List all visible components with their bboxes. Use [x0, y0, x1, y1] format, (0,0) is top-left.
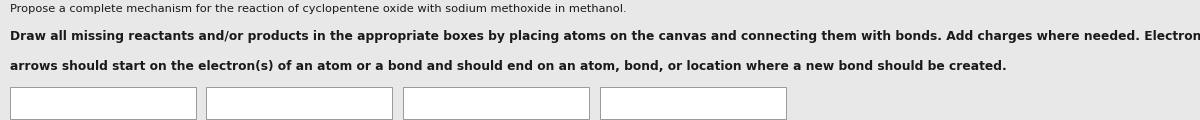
Bar	[403, 87, 589, 119]
Bar	[206, 87, 392, 119]
Bar	[600, 87, 786, 119]
Text: Draw all missing reactants and/or products in the appropriate boxes by placing a: Draw all missing reactants and/or produc…	[10, 30, 1200, 43]
Bar	[10, 87, 196, 119]
Text: Propose a complete mechanism for the reaction of cyclopentene oxide with sodium : Propose a complete mechanism for the rea…	[10, 4, 626, 14]
Text: arrows should start on the electron(s) of an atom or a bond and should end on an: arrows should start on the electron(s) o…	[10, 60, 1007, 73]
